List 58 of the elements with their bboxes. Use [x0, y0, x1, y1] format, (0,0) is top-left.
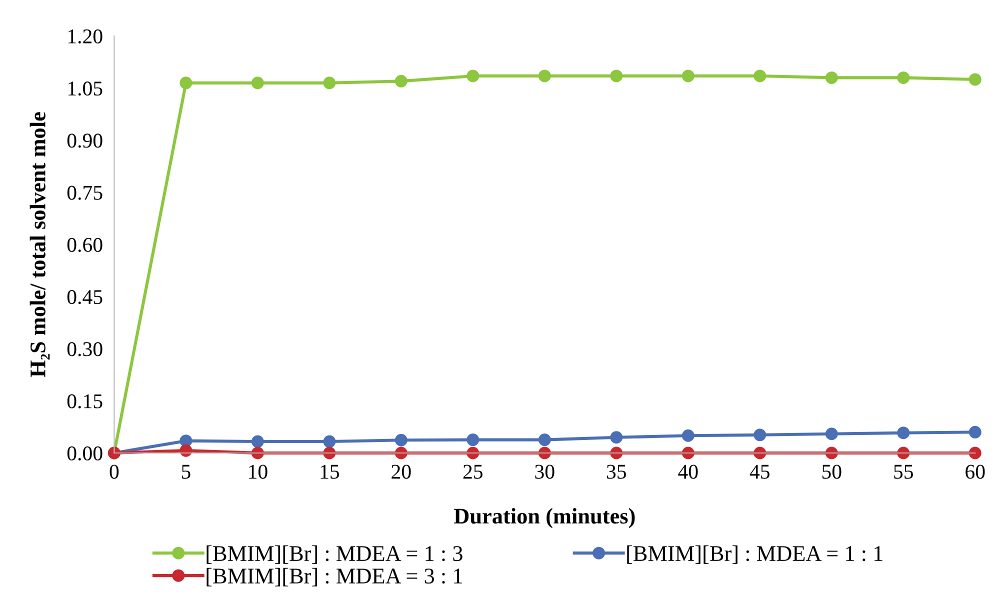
point	[968, 426, 982, 438]
y-tick-label: 1.05	[68, 82, 102, 96]
point	[682, 446, 694, 460]
x-tick-label: 50	[822, 464, 842, 479]
y-tick-label: 0.45	[67, 290, 102, 304]
y-tick-label: 0.15	[67, 394, 102, 408]
y-tick-label: 0.60	[67, 238, 102, 252]
point	[323, 76, 336, 90]
x-tick-label: 10	[249, 464, 268, 479]
point	[897, 426, 910, 440]
point	[538, 70, 551, 82]
point	[180, 76, 192, 90]
point	[251, 435, 264, 448]
point	[323, 435, 336, 448]
y-tick-label: 0.00	[67, 446, 102, 461]
point	[968, 446, 982, 460]
x-tick-label: 30	[535, 464, 554, 479]
point	[754, 70, 766, 82]
point	[682, 70, 694, 82]
point	[754, 428, 766, 442]
point	[897, 71, 910, 84]
x-tick-label: 45	[750, 464, 770, 479]
point	[394, 446, 408, 460]
y-tick-label: 0.75	[67, 186, 102, 200]
x-tick-label: 20	[392, 464, 411, 479]
x-tick-label: 40	[678, 464, 698, 479]
y-tick-label: 0.90	[67, 134, 102, 148]
legend-label: [BMIM][Br] : MDEA = 1 : 3	[206, 545, 462, 564]
y-axis-title: H₂S mole/ total solvent mole	[30, 112, 50, 378]
point	[394, 74, 408, 88]
y-tick-label: 1.20	[68, 29, 102, 44]
x-tick-label: 55	[894, 464, 913, 479]
legend-label: [BMIM][Br] : MDEA = 3 : 1	[206, 568, 462, 586]
point	[610, 431, 623, 444]
point	[682, 429, 694, 442]
point	[466, 434, 480, 446]
point	[251, 76, 264, 90]
point	[466, 70, 480, 82]
point	[825, 446, 838, 460]
point	[825, 428, 838, 440]
point	[323, 446, 336, 460]
point	[968, 73, 982, 86]
x-tick-label: 15	[320, 464, 340, 479]
point	[897, 446, 910, 460]
legend-label: [BMIM][Br] : MDEA = 1 : 1	[627, 545, 882, 564]
x-tick-label: 25	[463, 464, 483, 479]
x-tick-label: 60	[966, 464, 985, 479]
y-tick-label: 0.30	[67, 342, 102, 356]
point	[825, 71, 838, 84]
x-tick-label: 35	[606, 464, 626, 479]
point	[180, 444, 192, 457]
point	[538, 446, 551, 460]
x-tick-label: 0	[110, 464, 119, 479]
x-axis-title: Duration (minutes)	[454, 508, 635, 528]
x-tick-label: 5	[182, 464, 190, 479]
point	[610, 70, 623, 82]
point	[538, 434, 551, 446]
point	[394, 434, 408, 446]
